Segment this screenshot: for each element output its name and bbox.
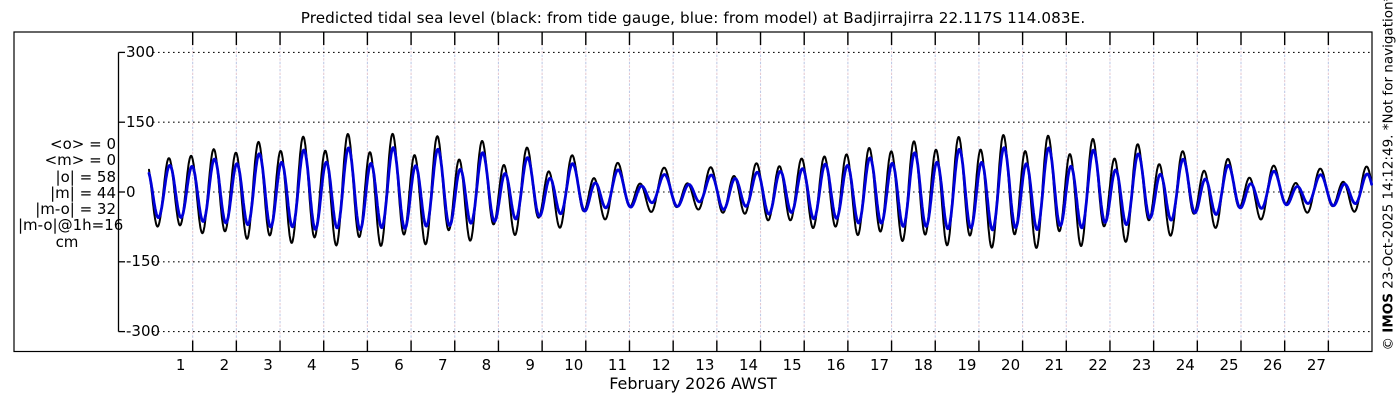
- x-tick-label: 25: [1219, 356, 1239, 374]
- y-tick-label: -150: [126, 252, 161, 271]
- stat-line: |m| = 44: [50, 183, 116, 202]
- x-tick-label: 2: [219, 356, 230, 374]
- copyright-symbol: ©: [1380, 332, 1397, 351]
- watermark-text: 23-Oct-2025 14:12:49. *Not for navigatio…: [1380, 0, 1397, 294]
- x-tick-label: 18: [913, 356, 933, 374]
- stat-line: |o| = 58: [55, 167, 116, 186]
- x-tick-label: 16: [826, 356, 846, 374]
- series-model: [147, 146, 1373, 232]
- x-tick-label: 13: [695, 356, 715, 374]
- x-tick-label: 12: [651, 356, 671, 374]
- x-tick-label: 5: [350, 356, 361, 374]
- x-tick-label: 1: [175, 356, 186, 374]
- x-tick-label: 11: [607, 356, 628, 374]
- x-tick-label: 14: [738, 356, 759, 374]
- x-tick-label: 7: [437, 356, 448, 374]
- x-tick-label: 3: [263, 356, 273, 374]
- y-tick-label: 300: [126, 42, 155, 61]
- x-tick-label: 15: [782, 356, 802, 374]
- stat-line: <m> = 0: [44, 151, 116, 170]
- x-tick-label: 22: [1088, 356, 1108, 374]
- x-tick-label: 23: [1132, 356, 1152, 374]
- x-axis-label: February 2026 AWST: [609, 374, 777, 393]
- y-tick-label: 0: [126, 182, 136, 201]
- x-tick-label: 9: [525, 356, 535, 374]
- stat-line: |m-o| = 32: [35, 200, 116, 219]
- x-tick-label: 20: [1001, 356, 1021, 374]
- stat-line: |m-o|@1h=16: [18, 216, 124, 235]
- x-tick-label: 26: [1263, 356, 1283, 374]
- x-tick-label: 6: [394, 356, 404, 374]
- x-tick-label: 4: [306, 356, 317, 374]
- x-tick-label: 24: [1175, 356, 1195, 374]
- stat-line: <o> = 0: [50, 135, 116, 153]
- y-tick-label: -300: [126, 322, 161, 341]
- x-tick-label: 8: [481, 356, 492, 374]
- plot-title: Predicted tidal sea level (black: from t…: [300, 9, 1086, 27]
- imos-brand: IMOS: [1380, 293, 1397, 333]
- x-tick-label: 27: [1306, 356, 1326, 374]
- x-tick-label: 17: [870, 356, 890, 374]
- x-tick-label: 10: [564, 356, 584, 374]
- stat-line: cm: [55, 232, 79, 251]
- watermark-vertical: © IMOS 23-Oct-2025 14:12:49. *Not for na…: [1380, 0, 1398, 351]
- x-tick-label: 19: [957, 356, 977, 374]
- stats-panel: <o> = 0 <m> = 0 |o| = 58 |m| = 44 |m-o| = 32…: [18, 135, 124, 251]
- x-tick-label: 21: [1044, 356, 1064, 374]
- y-tick-label: 150: [126, 112, 155, 131]
